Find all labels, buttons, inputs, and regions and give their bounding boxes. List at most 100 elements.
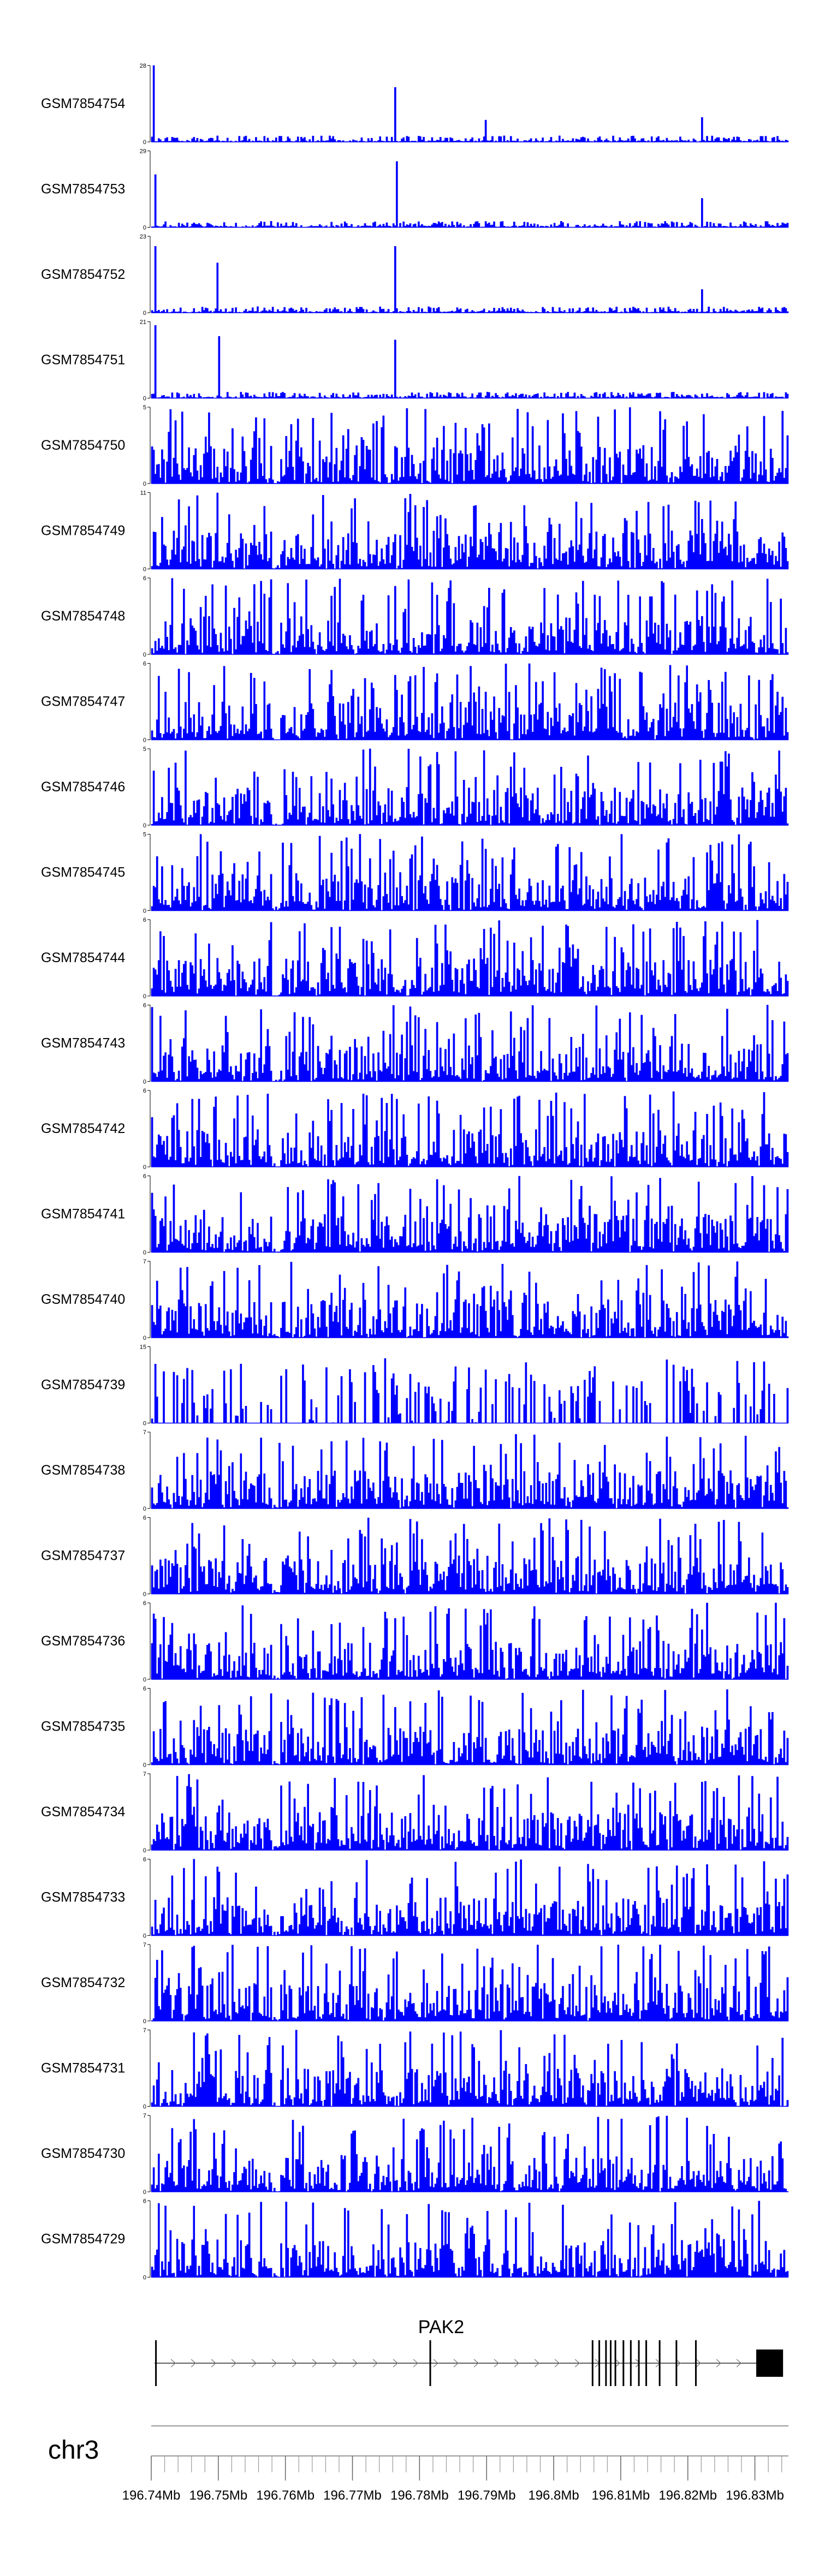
coverage-area-GSM7854736 xyxy=(151,1602,789,1680)
strand-arrow xyxy=(231,2359,237,2368)
track-label-GSM7854750: GSM7854750 xyxy=(41,438,125,453)
y-tick-label-min-GSM7854744: 0 xyxy=(143,993,146,1000)
track-GSM7854735: GSM7854735 6 0 xyxy=(41,1686,789,1769)
strand-arrow xyxy=(413,2359,419,2368)
coverage-area-GSM7854739 xyxy=(151,1358,789,1423)
exon-5 xyxy=(605,2340,607,2386)
track-label-GSM7854740: GSM7854740 xyxy=(41,1292,125,1307)
track-label-GSM7854729: GSM7854729 xyxy=(41,2232,125,2247)
track-label-GSM7854745: GSM7854745 xyxy=(41,865,125,880)
coverage-area-GSM7854737 xyxy=(151,1517,789,1594)
y-tick-label-max-GSM7854736: 6 xyxy=(143,1600,146,1607)
strand-arrow xyxy=(170,2359,176,2368)
y-tick-label-min-GSM7854748: 0 xyxy=(143,652,146,658)
chromosome-label: chr3 xyxy=(48,2436,99,2465)
track-label-GSM7854737: GSM7854737 xyxy=(41,1548,125,1564)
coverage-area-GSM7854730 xyxy=(151,2115,789,2192)
strand-arrow xyxy=(453,2359,459,2368)
track-label-GSM7854731: GSM7854731 xyxy=(41,2061,125,2076)
coverage-area-GSM7854741 xyxy=(151,1176,789,1253)
y-tick-label-max-GSM7854729: 6 xyxy=(143,2198,146,2205)
coverage-area-GSM7854733 xyxy=(151,1859,789,1936)
track-label-GSM7854751: GSM7854751 xyxy=(41,353,125,368)
y-tick-label-min-GSM7854739: 0 xyxy=(143,1421,146,1427)
strand-arrow xyxy=(433,2359,439,2368)
track-label-GSM7854735: GSM7854735 xyxy=(41,1719,125,1734)
track-GSM7854746: GSM7854746 5 0 xyxy=(41,746,789,829)
track-GSM7854736: GSM7854736 6 0 xyxy=(41,1600,789,1683)
coverage-area-GSM7854734 xyxy=(151,1774,789,1851)
exon-14 xyxy=(695,2340,697,2386)
y-tick-label-max-GSM7854741: 6 xyxy=(143,1173,146,1180)
coverage-area-GSM7854738 xyxy=(151,1434,789,1509)
track-GSM7854749: GSM7854749 11 0 xyxy=(41,490,789,573)
y-tick-label-min-GSM7854742: 0 xyxy=(143,1164,146,1171)
coverage-area-GSM7854745 xyxy=(151,834,789,911)
strand-arrow xyxy=(352,2359,358,2368)
track-label-GSM7854748: GSM7854748 xyxy=(41,609,125,624)
track-GSM7854729: GSM7854729 6 0 xyxy=(41,2198,789,2281)
y-tick-label-max-GSM7854751: 21 xyxy=(140,319,146,326)
track-label-GSM7854733: GSM7854733 xyxy=(41,1890,125,1905)
strand-arrow xyxy=(736,2359,742,2368)
y-tick-label-max-GSM7854739: 15 xyxy=(140,1344,146,1351)
y-tick-label-min-GSM7854737: 0 xyxy=(143,1591,146,1598)
track-GSM7854740: GSM7854740 7 0 xyxy=(41,1259,789,1341)
strand-arrow xyxy=(271,2359,277,2368)
track-label-GSM7854741: GSM7854741 xyxy=(41,1207,125,1222)
axis-tick-label: 196.82Mb xyxy=(658,2488,717,2503)
coverage-area-GSM7854735 xyxy=(151,1689,789,1765)
coverage-area-GSM7854742 xyxy=(151,1091,789,1167)
exon-10 xyxy=(638,2340,640,2386)
track-label-GSM7854738: GSM7854738 xyxy=(41,1463,125,1478)
coverage-area-GSM7854752 xyxy=(151,246,789,313)
coverage-area-GSM7854750 xyxy=(151,407,789,484)
coverage-area-GSM7854731 xyxy=(151,2030,789,2107)
strand-arrow xyxy=(494,2359,500,2368)
strand-arrow xyxy=(534,2359,540,2368)
exon-9 xyxy=(630,2340,632,2386)
y-tick-label-min-GSM7854747: 0 xyxy=(143,737,146,744)
coverage-area-GSM7854751 xyxy=(151,325,789,398)
axis-tick-label: 196.81Mb xyxy=(592,2488,650,2503)
strand-arrow xyxy=(332,2359,338,2368)
strand-arrow xyxy=(514,2359,520,2368)
strand-arrow xyxy=(372,2359,378,2368)
axis-tick-label: 196.78Mb xyxy=(390,2488,449,2503)
y-tick-label-min-GSM7854741: 0 xyxy=(143,1250,146,1256)
track-GSM7854745: GSM7854745 5 0 xyxy=(41,832,789,915)
exon-1 xyxy=(155,2340,157,2386)
track-label-GSM7854753: GSM7854753 xyxy=(41,182,125,197)
strand-arrow xyxy=(251,2359,257,2368)
y-tick-label-min-GSM7854738: 0 xyxy=(143,1506,146,1512)
y-tick-label-max-GSM7854752: 23 xyxy=(140,234,146,240)
axis-tick-label: 196.83Mb xyxy=(726,2488,784,2503)
track-label-GSM7854730: GSM7854730 xyxy=(41,2146,125,2161)
coverage-area-GSM7854749 xyxy=(151,492,789,569)
coverage-area-GSM7854744 xyxy=(151,920,789,997)
y-tick-label-max-GSM7854749: 11 xyxy=(140,490,146,497)
track-GSM7854732: GSM7854732 7 0 xyxy=(41,1942,789,2025)
y-tick-label-max-GSM7854737: 6 xyxy=(143,1515,146,1522)
y-tick-label-min-GSM7854736: 0 xyxy=(143,1677,146,1683)
track-GSM7854734: GSM7854734 7 0 xyxy=(41,1771,789,1854)
y-tick-label-max-GSM7854753: 29 xyxy=(140,148,146,155)
y-tick-label-min-GSM7854749: 0 xyxy=(143,567,146,573)
track-label-GSM7854744: GSM7854744 xyxy=(41,950,125,965)
exon-3 xyxy=(591,2340,594,2386)
y-tick-label-min-GSM7854751: 0 xyxy=(143,396,146,402)
y-tick-label-min-GSM7854753: 0 xyxy=(143,225,146,231)
track-label-GSM7854743: GSM7854743 xyxy=(41,1036,125,1051)
track-GSM7854739: GSM7854739 15 0 xyxy=(41,1344,789,1427)
strand-arrow xyxy=(675,2359,681,2368)
track-label-GSM7854739: GSM7854739 xyxy=(41,1378,125,1393)
strand-arrow xyxy=(574,2359,580,2368)
track-label-GSM7854746: GSM7854746 xyxy=(41,779,125,795)
track-GSM7854744: GSM7854744 6 0 xyxy=(41,917,789,1000)
track-label-GSM7854754: GSM7854754 xyxy=(41,96,125,111)
exon-11 xyxy=(645,2340,648,2386)
y-tick-label-max-GSM7854744: 6 xyxy=(143,917,146,923)
y-tick-label-max-GSM7854746: 5 xyxy=(143,746,146,753)
track-label-GSM7854747: GSM7854747 xyxy=(41,694,125,709)
track-label-GSM7854752: GSM7854752 xyxy=(41,267,125,282)
